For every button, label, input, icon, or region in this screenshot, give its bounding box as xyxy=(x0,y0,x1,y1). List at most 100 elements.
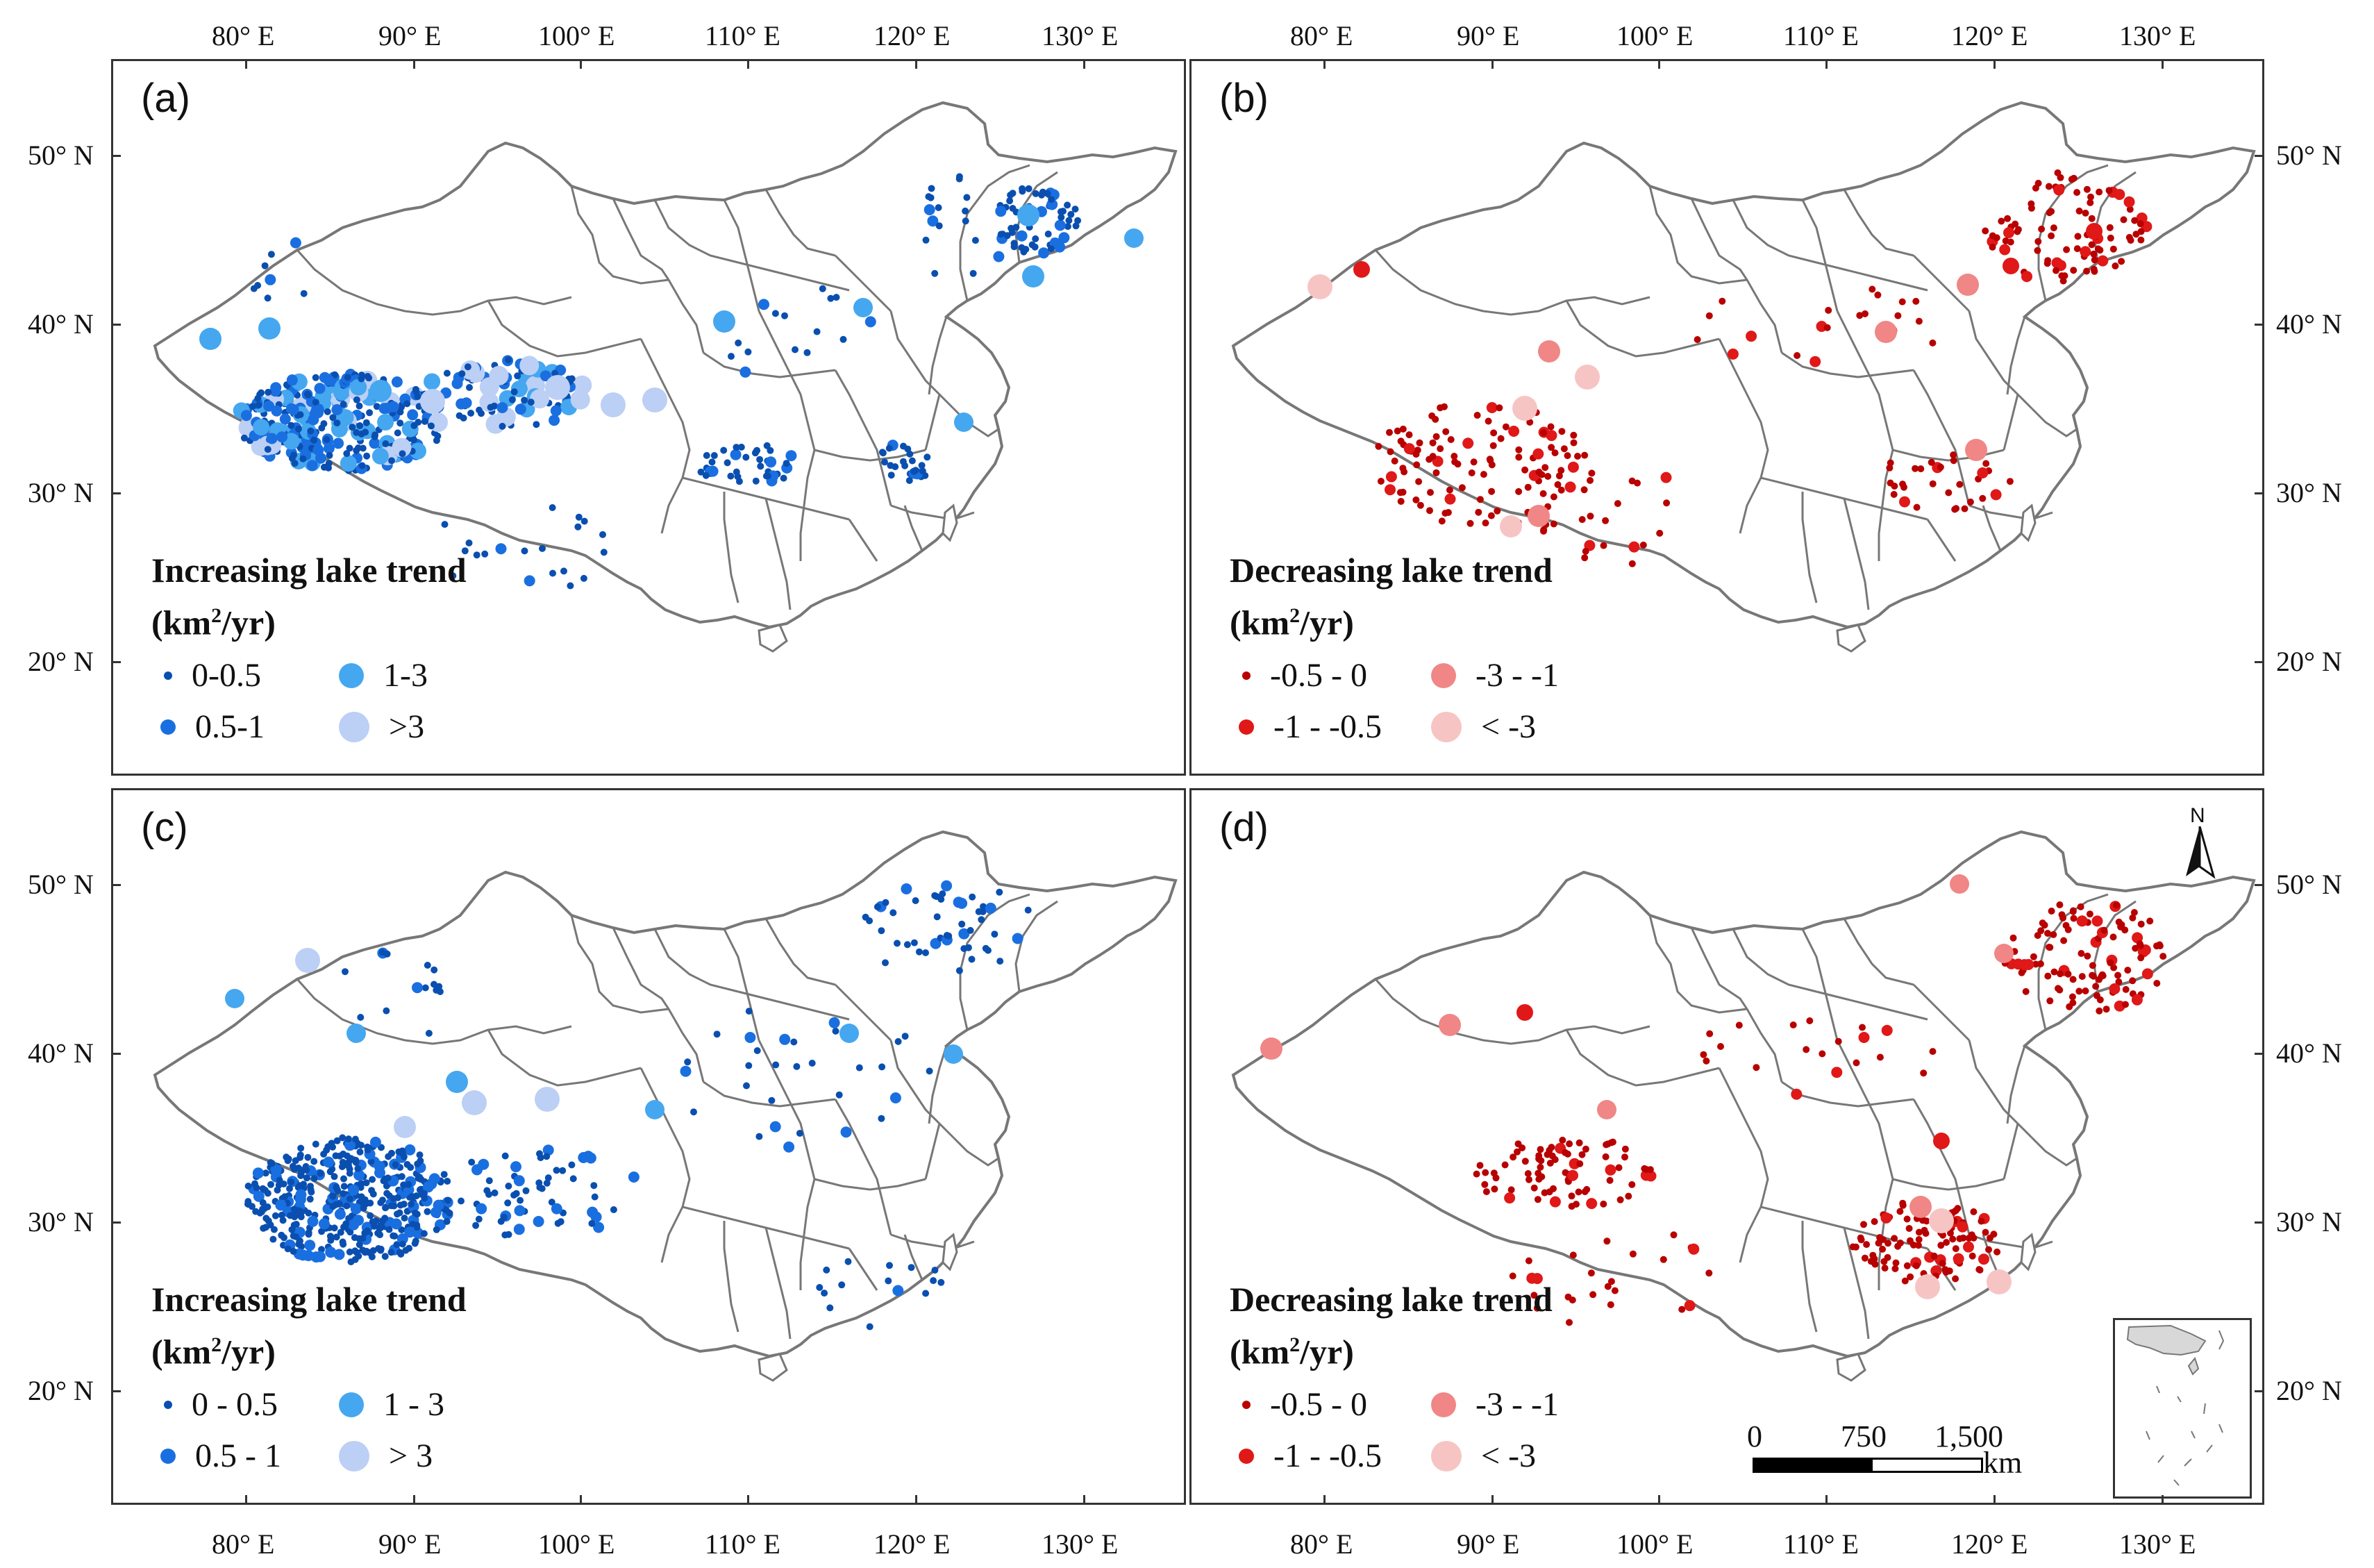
lake-point xyxy=(298,1208,305,1215)
lake-point xyxy=(2131,994,2143,1006)
lake-point xyxy=(933,913,941,921)
lake-point xyxy=(1578,516,1586,524)
lake-point xyxy=(1416,501,1424,509)
lake-point-large xyxy=(601,392,626,417)
lake-point xyxy=(1451,458,1459,466)
legend-item-small: -0.5 - 0 xyxy=(1230,1382,1431,1428)
legend-item-large: -3 - -1 xyxy=(1431,653,1619,699)
lake-point-large xyxy=(545,375,570,400)
lake-point xyxy=(2086,910,2093,918)
lake-point xyxy=(401,1215,408,1222)
lake-point xyxy=(772,1061,780,1069)
lake-point xyxy=(391,1233,399,1240)
lake-point xyxy=(2048,232,2055,240)
lake-point xyxy=(1568,1203,1575,1210)
panel-c: (c) Increasing lake trend (km2/yr) 0 - 0… xyxy=(111,788,1186,1505)
lake-point xyxy=(1979,494,1987,502)
lat-label-40-c: 40° N xyxy=(28,1037,94,1069)
lake-point xyxy=(510,1161,521,1173)
lake-point xyxy=(1496,404,1503,412)
lake-point xyxy=(549,504,556,511)
lon-label-110-bottom-c: 110° E xyxy=(705,1528,780,1560)
lake-point-large xyxy=(1439,1014,1461,1036)
lake-point xyxy=(396,419,404,427)
lake-point xyxy=(2057,174,2064,181)
lake-point xyxy=(1564,481,1576,493)
lake-point xyxy=(399,1150,406,1158)
lake-point xyxy=(329,414,337,422)
lake-point xyxy=(1874,291,1882,299)
lake-point xyxy=(1684,1300,1696,1312)
lake-point xyxy=(996,958,1004,965)
lake-point xyxy=(1509,1272,1516,1280)
lake-point xyxy=(1589,1291,1597,1299)
lake-point xyxy=(2059,277,2067,285)
lake-point xyxy=(793,1062,801,1070)
lake-point xyxy=(1896,1208,1904,1215)
lake-point xyxy=(823,1266,830,1274)
lake-point xyxy=(1921,1226,1928,1234)
lake-point xyxy=(473,551,480,559)
lake-point xyxy=(253,419,270,436)
lake-point xyxy=(1899,496,1910,508)
lake-point xyxy=(312,399,319,406)
lake-point xyxy=(1602,1153,1610,1160)
lake-point xyxy=(1501,1161,1509,1169)
lake-point xyxy=(491,1189,499,1196)
lake-point xyxy=(1485,417,1492,425)
lake-point xyxy=(1475,508,1482,516)
lake-point xyxy=(1609,1138,1616,1146)
lake-point xyxy=(356,1241,363,1249)
lake-point xyxy=(727,472,735,480)
lake-point xyxy=(266,433,278,444)
lake-point xyxy=(2063,246,2071,253)
lake-point xyxy=(1993,1248,2001,1256)
lake-point xyxy=(878,927,885,935)
lake-point xyxy=(1583,1185,1591,1193)
lake-point xyxy=(1575,1188,1582,1196)
lake-point xyxy=(416,1151,424,1159)
lake-point xyxy=(505,1231,512,1238)
lake-point xyxy=(1570,431,1578,439)
lake-point xyxy=(892,1285,904,1296)
lake-point xyxy=(296,411,304,419)
province-border xyxy=(924,1123,941,1180)
lake-point xyxy=(1537,1163,1544,1171)
lake-point xyxy=(1875,1240,1882,1247)
province-border xyxy=(764,1227,792,1340)
lake-point xyxy=(967,926,974,934)
lake-point xyxy=(1489,442,1497,449)
lake-point xyxy=(1546,1160,1554,1167)
lake-point xyxy=(421,417,428,425)
province-border xyxy=(570,185,669,285)
lake-point xyxy=(1871,1255,1878,1262)
province-border xyxy=(889,310,955,410)
lake-point xyxy=(240,410,252,422)
lake-point xyxy=(1989,243,1996,251)
lake-point xyxy=(1401,468,1408,476)
lake-point xyxy=(475,1215,483,1223)
lake-point xyxy=(324,408,331,415)
province-border xyxy=(737,261,850,292)
lake-point xyxy=(955,967,963,974)
lake-point xyxy=(1809,356,1821,367)
lake-point xyxy=(536,1150,543,1158)
lake-point xyxy=(353,428,360,436)
lake-point xyxy=(985,902,996,914)
lake-point xyxy=(1492,1174,1500,1182)
lake-point xyxy=(377,1224,385,1231)
lake-point xyxy=(1567,1169,1578,1181)
lake-point xyxy=(304,1153,312,1161)
lake-point xyxy=(318,1218,330,1230)
lake-point xyxy=(308,414,319,426)
lake-point xyxy=(340,1183,348,1190)
lake-point xyxy=(369,1247,377,1254)
lake-point xyxy=(2053,184,2065,196)
lake-point xyxy=(1568,1192,1575,1200)
lake-point xyxy=(1953,505,1960,512)
lake-point xyxy=(278,1211,285,1219)
lake-point xyxy=(1444,493,1456,505)
province-border xyxy=(612,927,705,1083)
lake-point xyxy=(2050,931,2057,938)
province-border xyxy=(1836,310,1894,451)
